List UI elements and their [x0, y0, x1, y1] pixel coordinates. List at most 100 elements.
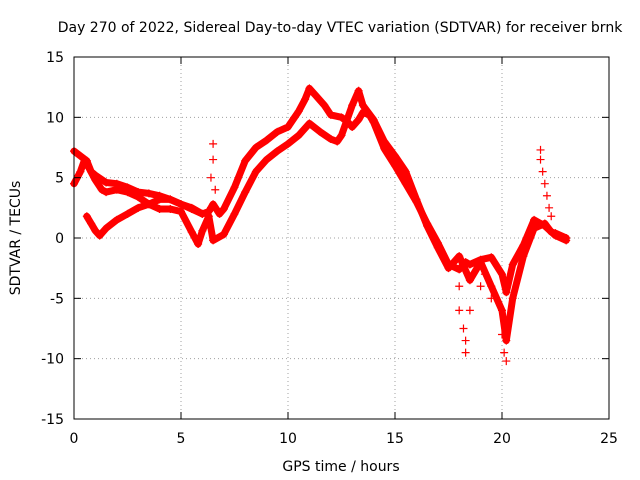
- x-axis-label: GPS time / hours: [282, 459, 399, 475]
- data-point: [461, 336, 470, 345]
- y-tick-label: 15: [46, 50, 64, 66]
- data-point: [230, 209, 239, 218]
- data-point: [262, 136, 271, 145]
- data-point: [177, 207, 185, 216]
- data-point: [209, 155, 218, 164]
- series-track-a: [70, 84, 571, 297]
- data-point: [80, 155, 89, 164]
- data-point: [500, 348, 509, 357]
- data-point: [187, 203, 196, 212]
- data-point: [461, 348, 470, 357]
- data-point: [337, 113, 346, 122]
- data-point: [215, 209, 224, 218]
- data-point: [316, 127, 325, 136]
- data-point: [465, 306, 474, 315]
- y-tick-label: 5: [55, 171, 64, 187]
- data-point: [391, 151, 399, 160]
- data-point: [194, 240, 203, 249]
- data-point: [465, 276, 474, 285]
- data-point: [102, 188, 111, 197]
- data-point: [498, 330, 506, 339]
- data-point: [530, 224, 539, 233]
- data-point: [348, 122, 357, 131]
- data-point: [206, 203, 215, 212]
- data-point: [465, 260, 474, 269]
- data-series: [70, 84, 571, 366]
- data-point: [241, 156, 250, 165]
- data-point: [562, 234, 571, 242]
- data-point: [219, 205, 228, 214]
- data-point: [305, 84, 314, 93]
- data-point: [177, 200, 185, 209]
- data-point: [206, 173, 215, 182]
- data-point: [502, 336, 511, 345]
- data-point: [536, 155, 545, 164]
- x-tick-label: 25: [600, 431, 618, 447]
- data-point: [358, 101, 367, 110]
- data-point: [540, 219, 549, 228]
- data-point: [209, 139, 218, 148]
- data-point: [476, 258, 485, 267]
- series-spikes: [206, 139, 556, 366]
- data-point: [204, 212, 213, 221]
- data-point: [241, 188, 250, 197]
- data-point: [102, 224, 111, 233]
- data-point: [273, 147, 282, 156]
- data-point: [284, 139, 292, 148]
- data-point: [102, 178, 111, 187]
- data-point: [508, 260, 517, 269]
- x-tick-label: 5: [177, 431, 186, 447]
- data-point: [112, 215, 121, 224]
- data-point: [87, 219, 96, 228]
- data-point: [487, 282, 496, 291]
- data-point: [301, 95, 310, 104]
- series-band: [83, 195, 206, 240]
- data-point: [95, 231, 104, 240]
- data-point: [455, 282, 464, 291]
- data-point: [536, 145, 545, 154]
- data-point: [166, 195, 175, 204]
- data-point: [487, 253, 496, 262]
- data-point: [284, 122, 292, 131]
- data-point: [251, 143, 260, 152]
- data-point: [455, 306, 464, 315]
- data-point: [538, 167, 547, 176]
- data-point: [498, 306, 506, 315]
- data-point: [82, 212, 91, 221]
- data-point: [187, 227, 196, 236]
- data-point: [369, 115, 378, 124]
- data-point: [354, 115, 363, 124]
- data-point: [144, 189, 153, 198]
- data-point: [540, 179, 549, 188]
- data-point: [326, 110, 335, 119]
- data-point: [423, 221, 432, 230]
- axis-ticks: 0 5 10 15 20 25 -15 -10 -5 0 5 10 15: [41, 50, 618, 447]
- data-point: [444, 264, 453, 273]
- data-point: [333, 137, 342, 146]
- data-point: [459, 324, 468, 333]
- data-point: [91, 176, 100, 185]
- data-point: [84, 164, 93, 173]
- data-point: [502, 288, 511, 297]
- data-point: [504, 318, 513, 327]
- y-tick-label: -10: [41, 352, 64, 368]
- data-point: [401, 167, 410, 176]
- data-point: [311, 91, 320, 100]
- data-point: [348, 101, 357, 110]
- data-point: [433, 243, 442, 252]
- data-point: [476, 282, 485, 291]
- data-point: [320, 101, 329, 110]
- data-point: [91, 226, 100, 235]
- data-point: [380, 137, 389, 146]
- data-point: [97, 185, 106, 194]
- data-point: [508, 294, 517, 303]
- data-point: [354, 86, 363, 95]
- y-tick-label: 0: [55, 231, 64, 247]
- x-tick-label: 15: [386, 431, 404, 447]
- data-point: [123, 209, 132, 218]
- series-track-c: [82, 195, 207, 240]
- x-tick-label: 20: [493, 431, 511, 447]
- data-point: [76, 167, 85, 176]
- data-point: [502, 357, 511, 366]
